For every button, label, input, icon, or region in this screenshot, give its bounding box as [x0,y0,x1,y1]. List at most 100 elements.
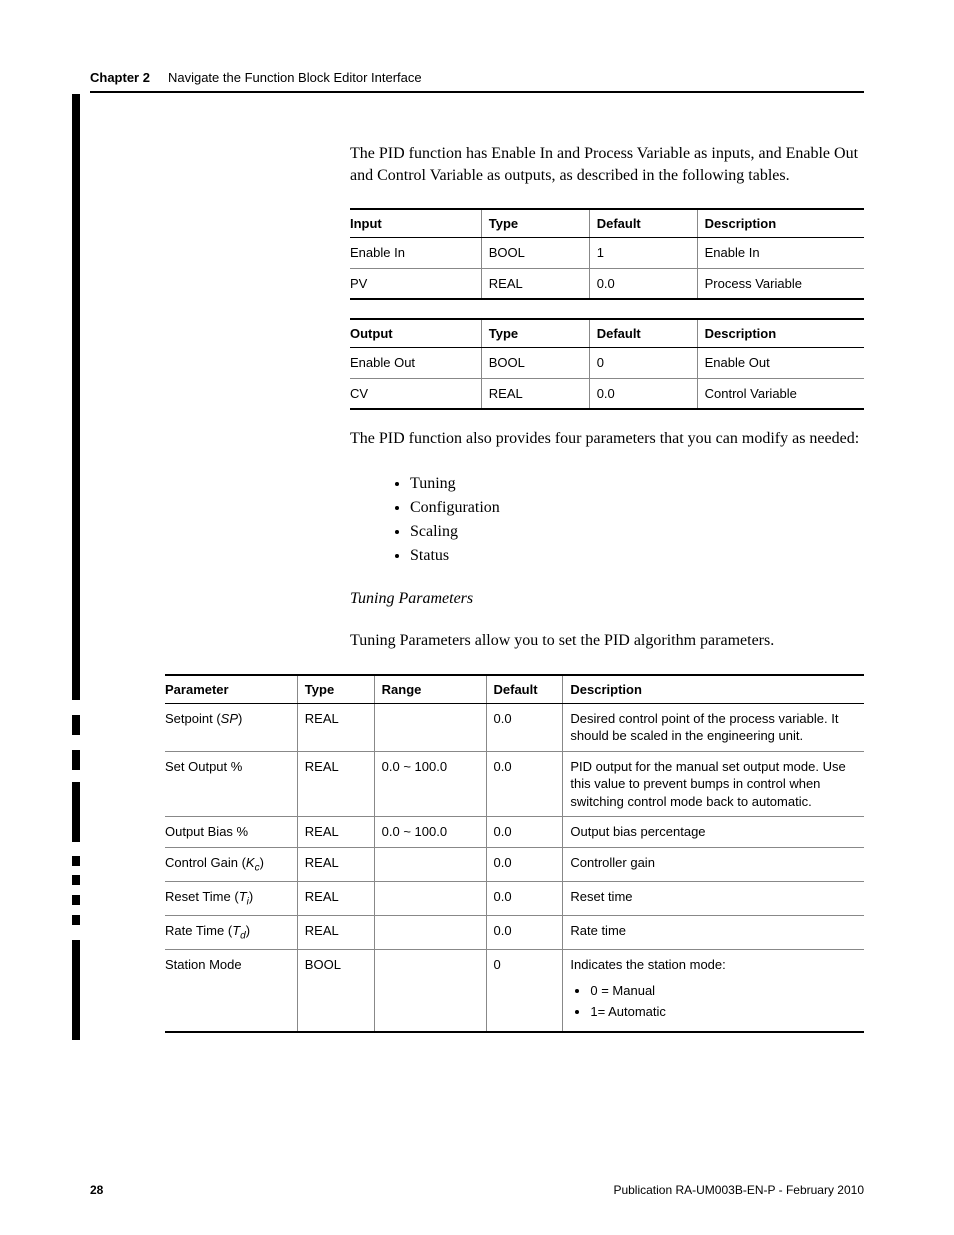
table-cell [382,703,494,751]
table-cell: REAL [305,916,382,950]
table-cell: 0 [494,950,571,1032]
table-cell: 0.0 ~ 100.0 [382,751,494,817]
table-cell: 0.0 [494,817,571,848]
param-bullet-list: TuningConfigurationScalingStatus [410,472,864,568]
table-row: Set Output %REAL0.0 ~ 100.00.0PID output… [165,751,864,817]
publication-id: Publication RA-UM003B-EN-P - February 20… [613,1183,864,1197]
mid-paragraph: The PID function also provides four para… [350,428,864,450]
list-item: 0 = Manual [590,982,856,1000]
table-cell: REAL [489,378,597,409]
tuning-lead: Tuning Parameters allow you to set the P… [350,630,864,652]
table-cell: REAL [305,847,382,881]
table-row: Enable OutBOOL0Enable Out [350,348,864,379]
list-item: Configuration [410,496,864,520]
table-cell: Rate time [570,916,864,950]
table-cell [382,847,494,881]
table-cell: Indicates the station mode:0 = Manual1= … [570,950,864,1032]
column-header: Type [305,675,382,704]
margin-tick [72,895,80,905]
table-cell: 0.0 [494,703,571,751]
column-header: Default [494,675,571,704]
table-cell: CV [350,378,489,409]
margin-tick [72,750,80,770]
column-header: Parameter [165,675,305,704]
column-header: Range [382,675,494,704]
subhead: Tuning Parameters [350,590,864,608]
margin-tick [72,940,80,1040]
column-header: Type [489,319,597,348]
page-number: 28 [90,1183,103,1197]
margin-tick [72,715,80,735]
table-row: Reset Time (Ti)REAL0.0Reset time [165,881,864,915]
chapter-label: Chapter 2 [90,70,150,85]
table-cell: BOOL [489,348,597,379]
table-cell: Output Bias % [165,817,305,848]
table-cell: Enable In [705,238,864,269]
intro-paragraph: The PID function has Enable In and Proce… [350,143,864,186]
table-cell: REAL [305,703,382,751]
margin-tick [72,915,80,925]
table-row: Station ModeBOOL 0Indicates the station m… [165,950,864,1032]
table-cell: Desired control point of the process var… [570,703,864,751]
column-header: Description [570,675,864,704]
table-cell: 0.0 [494,916,571,950]
table-row: CVREAL0.0Control Variable [350,378,864,409]
table-cell: Enable Out [705,348,864,379]
table-row: PVREAL0.0Process Variable [350,268,864,299]
column-header: Output [350,319,489,348]
table-row: Output Bias %REAL0.0 ~ 100.00.0Output bi… [165,817,864,848]
table-cell: 0.0 [494,847,571,881]
table-cell: PID output for the manual set output mod… [570,751,864,817]
table-cell: Set Output % [165,751,305,817]
list-item: Status [410,544,864,568]
list-item: Scaling [410,520,864,544]
table-cell: Station Mode [165,950,305,1032]
margin-tick [72,856,80,866]
column-header: Input [350,209,489,238]
column-header: Default [597,319,705,348]
table-cell: Rate Time (Td) [165,916,305,950]
table-cell: 0.0 ~ 100.0 [382,817,494,848]
table-cell: REAL [305,817,382,848]
table-cell: Control Variable [705,378,864,409]
margin-tick [72,875,80,885]
table-row: Enable InBOOL1Enable In [350,238,864,269]
table-cell: 0 [597,348,705,379]
table-cell: REAL [489,268,597,299]
table-cell: BOOL [489,238,597,269]
column-header: Type [489,209,597,238]
column-header: Description [705,209,864,238]
column-header: Default [597,209,705,238]
tuning-table: ParameterTypeRangeDefaultDescription Set… [165,674,864,1033]
table-row: Setpoint (SP)REAL 0.0Desired control poin… [165,703,864,751]
table-cell: 1 [597,238,705,269]
table-cell: Reset Time (Ti) [165,881,305,915]
table-cell: Controller gain [570,847,864,881]
table-cell: Output bias percentage [570,817,864,848]
page-header: Chapter 2 Navigate the Function Block Ed… [90,70,864,93]
table-cell: Process Variable [705,268,864,299]
table-cell: Enable Out [350,348,489,379]
table-cell: 0.0 [494,881,571,915]
table-cell: 0.0 [597,378,705,409]
table-cell [382,916,494,950]
column-header: Description [705,319,864,348]
table-cell: Control Gain (Kc) [165,847,305,881]
table-cell: PV [350,268,489,299]
page-footer: 28 Publication RA-UM003B-EN-P - February… [90,1183,864,1197]
chapter-title: Navigate the Function Block Editor Inter… [168,70,422,85]
table-cell: Setpoint (SP) [165,703,305,751]
table-cell: Enable In [350,238,489,269]
table-cell [382,881,494,915]
list-item: Tuning [410,472,864,496]
table-cell: 0.0 [494,751,571,817]
table-row: Control Gain (Kc)REAL 0.0Controller gain [165,847,864,881]
table-cell [382,950,494,1032]
table-cell: REAL [305,751,382,817]
table-cell: BOOL [305,950,382,1032]
output-table: OutputTypeDefaultDescription Enable OutB… [350,318,864,410]
table-cell: 0.0 [597,268,705,299]
list-item: 1= Automatic [590,1003,856,1021]
margin-tick [72,94,80,700]
table-cell: REAL [305,881,382,915]
